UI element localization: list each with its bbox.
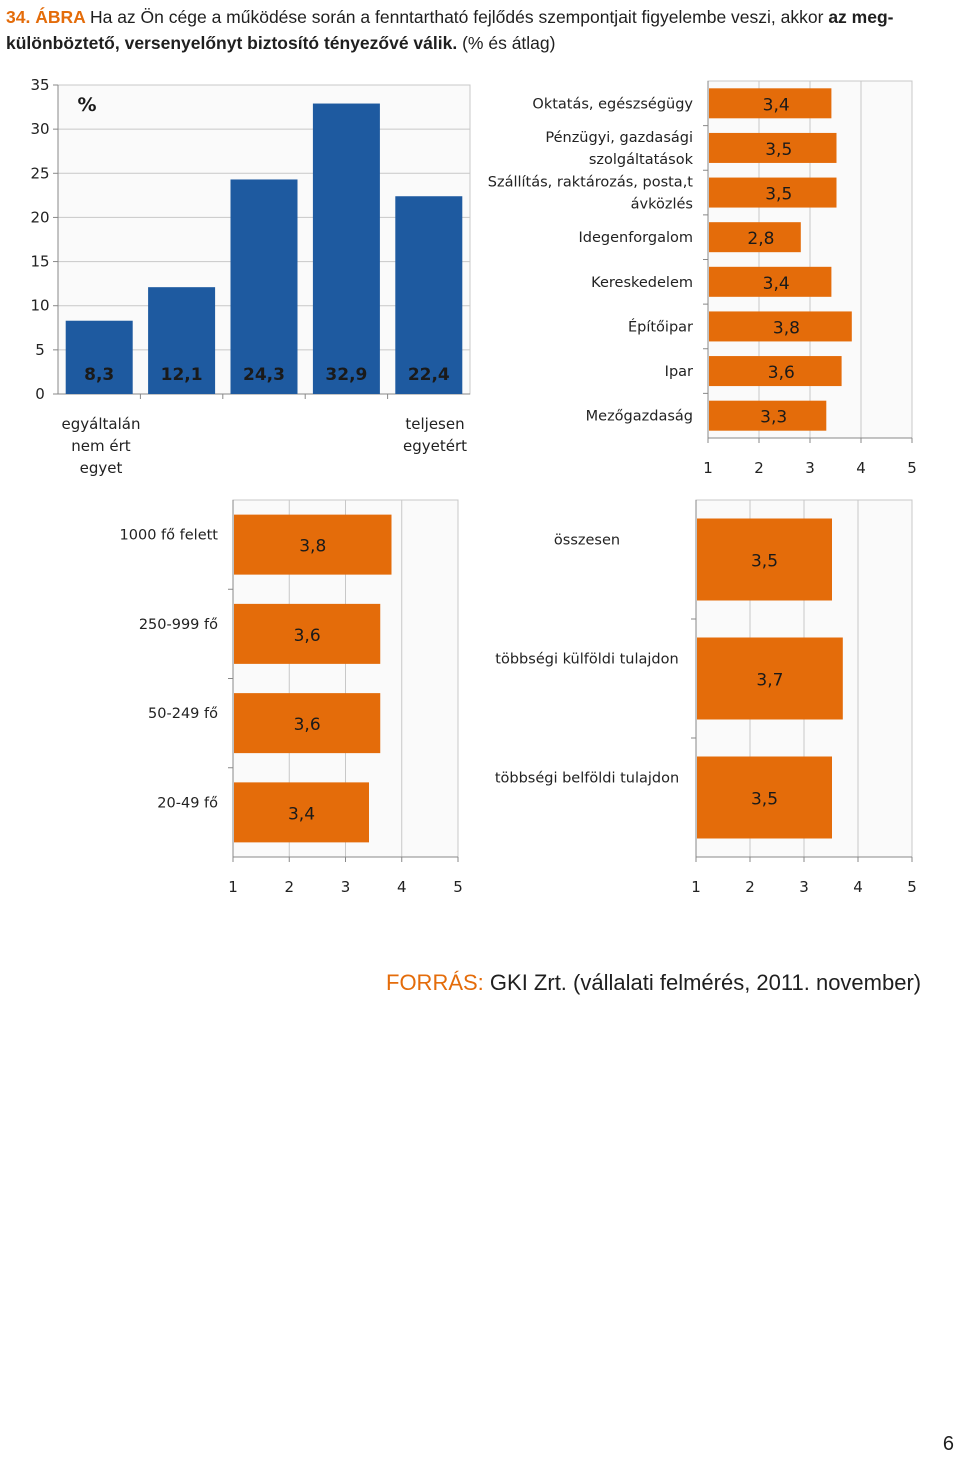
chart2-data-label: 3,3 (760, 408, 787, 428)
chart2-x-tick-label: 5 (907, 459, 917, 477)
chart3-data-label: 3,4 (288, 804, 315, 824)
chart2-category-label: Oktatás, egészségügy (532, 96, 693, 112)
chart2-category-label: ávközlés (631, 197, 693, 213)
chart1-data-label: 12,1 (161, 365, 203, 385)
chart2-category-label: Kereskedelem (591, 275, 693, 291)
chart3-category-label: 50-249 fő (148, 706, 218, 722)
source-label: FORRÁS: (386, 970, 484, 995)
chart1-left-anchor-label: nem ért (71, 437, 131, 455)
chart2-category-label: Idegenforgalom (578, 230, 693, 246)
source-text: GKI Zrt. (vállalati felmérés, 2011. nove… (489, 970, 922, 995)
chart4-x-tick-label: 5 (907, 878, 917, 896)
chart1-y-tick-label: 35 (30, 76, 49, 94)
chart1-y-tick-label: 10 (30, 297, 49, 315)
chart2-x-tick-label: 4 (856, 459, 866, 477)
chart4-x-tick-label: 2 (745, 878, 755, 896)
chart2-category-label: Ipar (665, 364, 693, 380)
chart3-x-tick-label: 3 (341, 878, 351, 896)
chart1-y-tick-label: 5 (35, 341, 45, 359)
chart2-x-tick-label: 1 (703, 459, 713, 477)
chart2-data-label: 3,8 (773, 318, 800, 338)
chart2-bar (709, 222, 801, 253)
chart1-data-label: 8,3 (84, 365, 114, 385)
chart2-bar (709, 400, 827, 431)
figure-number: 34. ÁBRA (6, 7, 86, 27)
chart4-x-tick-label: 4 (853, 878, 863, 896)
chart2-data-label: 3,4 (763, 95, 790, 115)
figure-caption: 34. ÁBRA Ha az Ön cége a működése során … (6, 4, 951, 56)
chart1-unit-label: % (77, 94, 96, 116)
chart4-bar (697, 637, 843, 720)
chart4-data-label: 3,7 (756, 671, 783, 691)
chart2-data-label: 2,8 (747, 229, 774, 249)
chart1-y-tick-label: 0 (35, 385, 45, 403)
chart2-x-tick-label: 3 (805, 459, 815, 477)
chart3-x-tick-label: 1 (228, 878, 238, 896)
chart1-data-label: 32,9 (325, 365, 367, 385)
chart2-data-label: 3,6 (768, 363, 795, 383)
chart3-category-label: 20-49 fő (157, 795, 218, 811)
chart2-bar (709, 356, 842, 387)
chart1-y-tick-label: 15 (30, 253, 49, 271)
chart2-bar (709, 311, 852, 342)
chart4-bar (697, 518, 832, 601)
chart2-category-label: szolgáltatások (589, 152, 694, 168)
chart1-right-anchor-label: teljesen (405, 415, 464, 433)
chart2-bar (709, 266, 832, 297)
chart3-data-label: 3,8 (299, 537, 326, 557)
chart3-bar (234, 514, 392, 575)
chart2-x-tick-label: 2 (754, 459, 764, 477)
chart1-y-tick-label: 30 (30, 120, 49, 138)
chart4-category-label: többségi külföldi tulajdon (495, 652, 678, 668)
page-number: 6 (942, 1433, 954, 1455)
chart2-category-label: Építőipar (628, 318, 693, 335)
chart3-data-label: 3,6 (294, 626, 321, 646)
chart1-bar (65, 320, 133, 394)
chart1-left-anchor-label: egyet (80, 459, 123, 477)
chart1-y-tick-label: 20 (30, 208, 49, 226)
chart1-bar (230, 179, 298, 394)
chart1-bar (395, 196, 463, 394)
chart3-category-label: 1000 fő felett (120, 528, 219, 544)
chart3-data-label: 3,6 (294, 715, 321, 735)
chart4-data-label: 3,5 (751, 790, 778, 810)
chart1-data-label: 24,3 (243, 365, 285, 385)
figure-title-emphasis: az meg-különböztető, versenyelőnyt bizto… (6, 7, 894, 53)
chart3-x-tick-label: 2 (284, 878, 294, 896)
figure-title-suffix: (% és átlag) (462, 33, 556, 53)
chart1-left-anchor-label: egyáltalán (62, 415, 141, 433)
chart3-category-label: 250-999 fő (139, 617, 218, 633)
chart2-category-label: Szállítás, raktározás, posta,t (488, 175, 694, 191)
chart3-x-tick-label: 5 (453, 878, 463, 896)
chart4-category-label: többségi belföldi tulajdon (495, 771, 679, 787)
chart1-bar (312, 103, 380, 394)
chart2-data-label: 3,5 (765, 140, 792, 160)
chart1-right-anchor-label: egyetért (403, 437, 467, 455)
chart2-bar (709, 132, 837, 163)
figure-title: Ha az Ön cége a működése során a fenntar… (89, 7, 824, 27)
chart1-bar (148, 287, 216, 394)
chart4-data-label: 3,5 (751, 552, 778, 572)
chart4-bar (697, 756, 832, 839)
chart1-y-tick-label: 25 (30, 164, 49, 182)
chart3-bar (234, 782, 369, 843)
chart2-category-label: Mezőgazdaság (586, 409, 693, 425)
chart2-data-label: 3,4 (763, 274, 790, 294)
source-note: FORRÁS: GKI Zrt. (vállalati felmérés, 20… (386, 970, 960, 996)
chart2-bar (709, 177, 837, 208)
chart3-bar (234, 603, 381, 664)
chart2-bar (709, 88, 832, 119)
chart4-x-tick-label: 1 (691, 878, 701, 896)
chart3-x-tick-label: 4 (397, 878, 407, 896)
chart3-bar (234, 693, 381, 754)
chart4-category-label: összesen (554, 533, 620, 549)
chart2-category-label: Pénzügyi, gazdasági (545, 130, 693, 146)
chart2-data-label: 3,5 (765, 185, 792, 205)
chart1-data-label: 22,4 (408, 365, 450, 385)
chart4-x-tick-label: 3 (799, 878, 809, 896)
